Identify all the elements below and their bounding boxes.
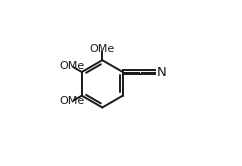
- Text: N: N: [156, 66, 166, 79]
- Text: OMe: OMe: [60, 96, 85, 106]
- Text: OMe: OMe: [60, 61, 85, 71]
- Text: OMe: OMe: [90, 44, 115, 54]
